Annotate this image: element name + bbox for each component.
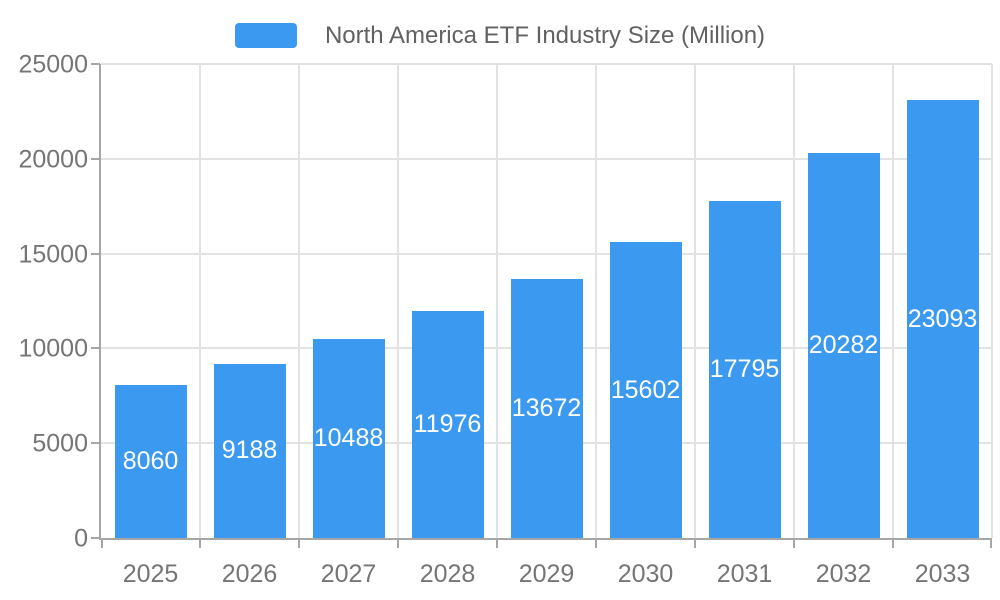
bar-2025: 8060 — [114, 385, 187, 538]
gridline-vertical — [199, 64, 201, 538]
legend-swatch — [234, 23, 297, 48]
bar-value-label: 15602 — [610, 375, 681, 404]
y-axis-tick-label: 5000 — [32, 429, 88, 458]
x-axis-tick — [694, 540, 696, 548]
x-axis-tick-label: 2032 — [815, 560, 872, 588]
bar-value-label: 11976 — [413, 409, 482, 438]
gridline-vertical — [496, 64, 498, 538]
y-axis-tick — [91, 347, 100, 350]
x-axis-tick-label: 2028 — [419, 560, 476, 588]
x-axis-tick — [892, 540, 894, 548]
bar-2029: 13672 — [510, 278, 583, 538]
gridline-vertical — [595, 64, 597, 538]
bar-2028: 11976 — [411, 310, 484, 538]
x-axis-tick-label: 2025 — [122, 560, 179, 588]
bar-value-label: 10488 — [313, 424, 384, 453]
x-axis-tick — [793, 540, 795, 548]
x-axis-tick — [595, 540, 597, 548]
bar-2026: 9188 — [213, 363, 286, 538]
bar-value-label: 17795 — [709, 354, 780, 383]
x-axis-tick-label: 2030 — [617, 560, 674, 588]
gridline-vertical — [793, 64, 795, 538]
bar-2033: 23093 — [906, 100, 979, 538]
legend-label: North America ETF Industry Size (Million… — [324, 22, 766, 49]
x-axis-tick — [397, 540, 399, 548]
legend[interactable]: North America ETF Industry Size (Million… — [0, 22, 1000, 49]
x-axis-tick-label: 2027 — [320, 560, 377, 588]
x-axis-tick — [496, 540, 498, 548]
x-axis-tick-label: 2031 — [716, 560, 773, 588]
bar-value-label: 8060 — [122, 447, 179, 476]
y-axis-line — [99, 64, 101, 540]
bar-2027: 10488 — [312, 339, 385, 538]
x-axis-tick — [298, 540, 300, 548]
x-axis-tick — [199, 540, 201, 548]
bar-value-label: 9188 — [221, 436, 278, 465]
gridline-horizontal — [101, 252, 992, 255]
y-axis-tick — [91, 157, 100, 160]
bar-2032: 20282 — [807, 153, 880, 538]
gridline-horizontal — [101, 63, 992, 65]
y-axis-tick — [91, 537, 100, 539]
y-axis-tick-label: 10000 — [18, 334, 88, 363]
gridline-vertical — [892, 64, 894, 538]
x-axis-tick — [990, 540, 992, 548]
x-axis-line — [99, 538, 992, 540]
gridline-vertical — [397, 64, 399, 538]
y-axis-tick-label: 15000 — [18, 240, 88, 269]
y-axis-tick-label: 20000 — [18, 145, 88, 174]
y-axis-tick — [91, 442, 100, 445]
bar-value-label: 20282 — [808, 331, 879, 360]
y-axis-tick-label: 25000 — [18, 50, 88, 79]
y-axis-tick — [91, 252, 100, 255]
bar-value-label: 13672 — [511, 393, 582, 422]
gridline-vertical — [694, 64, 696, 538]
x-axis-tick-label: 2026 — [221, 560, 278, 588]
x-axis-tick-label: 2029 — [518, 560, 575, 588]
y-axis-tick-label: 0 — [74, 524, 88, 553]
gridline-vertical — [298, 64, 300, 538]
y-axis-tick — [91, 63, 100, 65]
bar-value-label: 23093 — [907, 304, 978, 333]
gridline-vertical — [991, 64, 993, 538]
x-axis-tick-label: 2033 — [914, 560, 971, 588]
gridline-horizontal — [101, 157, 992, 160]
bar-2030: 15602 — [609, 242, 682, 538]
bar-2031: 17795 — [708, 200, 781, 538]
x-axis-tick — [101, 540, 103, 548]
